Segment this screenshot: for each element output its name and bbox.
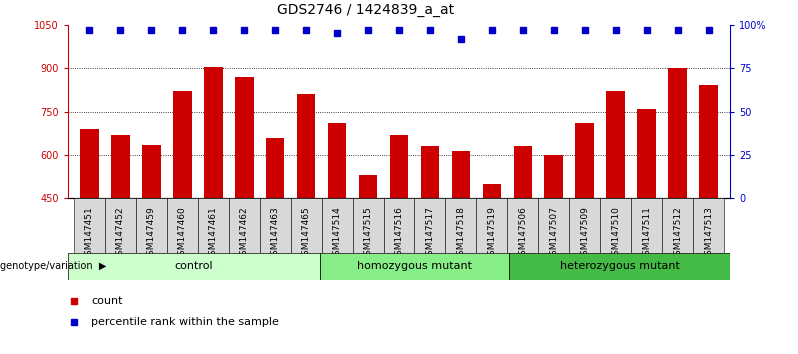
Bar xyxy=(389,135,409,198)
Bar xyxy=(476,198,508,253)
Text: GSM147452: GSM147452 xyxy=(116,206,125,261)
Text: GSM147511: GSM147511 xyxy=(642,206,651,261)
Text: GSM147509: GSM147509 xyxy=(580,206,589,261)
Text: GSM147510: GSM147510 xyxy=(611,206,620,261)
Text: GSM147519: GSM147519 xyxy=(488,206,496,261)
Bar xyxy=(514,146,532,198)
Bar xyxy=(638,109,656,198)
Bar xyxy=(142,145,160,198)
Bar xyxy=(353,198,384,253)
Text: GSM147516: GSM147516 xyxy=(394,206,404,261)
Text: heterozygous mutant: heterozygous mutant xyxy=(560,261,680,272)
Bar xyxy=(421,146,439,198)
Bar xyxy=(136,198,167,253)
Title: GDS2746 / 1424839_a_at: GDS2746 / 1424839_a_at xyxy=(278,3,454,17)
Bar xyxy=(544,155,563,198)
Bar xyxy=(384,198,414,253)
Bar xyxy=(699,85,717,198)
Text: count: count xyxy=(91,296,123,306)
Text: genotype/variation  ▶: genotype/variation ▶ xyxy=(0,261,106,272)
Text: GSM147512: GSM147512 xyxy=(673,206,682,261)
Text: GSM147513: GSM147513 xyxy=(704,206,713,261)
Text: GSM147459: GSM147459 xyxy=(147,206,156,261)
Bar xyxy=(359,175,377,198)
Text: GSM147507: GSM147507 xyxy=(549,206,559,261)
Bar xyxy=(105,198,136,253)
Text: GSM147506: GSM147506 xyxy=(519,206,527,261)
Bar xyxy=(445,198,476,253)
Bar xyxy=(322,198,353,253)
Bar xyxy=(575,123,594,198)
Bar xyxy=(68,253,320,280)
Text: GSM147460: GSM147460 xyxy=(178,206,187,261)
Bar xyxy=(290,198,322,253)
Bar xyxy=(569,198,600,253)
Bar xyxy=(509,253,730,280)
Bar xyxy=(631,198,662,253)
Bar xyxy=(259,198,290,253)
Bar xyxy=(266,137,284,198)
Bar xyxy=(74,198,105,253)
Text: GSM147518: GSM147518 xyxy=(456,206,465,261)
Text: GSM147451: GSM147451 xyxy=(85,206,94,261)
Text: GSM147462: GSM147462 xyxy=(239,206,249,261)
Text: GSM147461: GSM147461 xyxy=(209,206,218,261)
Bar xyxy=(508,198,539,253)
Bar xyxy=(167,198,198,253)
Bar xyxy=(668,68,687,198)
Bar xyxy=(320,253,509,280)
Text: GSM147465: GSM147465 xyxy=(302,206,310,261)
Bar xyxy=(606,91,625,198)
Bar xyxy=(198,198,229,253)
Text: control: control xyxy=(175,261,213,272)
Bar xyxy=(600,198,631,253)
Bar xyxy=(539,198,569,253)
Text: GSM147514: GSM147514 xyxy=(333,206,342,261)
Bar xyxy=(693,198,724,253)
Text: GSM147517: GSM147517 xyxy=(425,206,434,261)
Bar xyxy=(81,129,99,198)
Bar xyxy=(483,184,501,198)
Bar xyxy=(328,123,346,198)
Text: GSM147515: GSM147515 xyxy=(364,206,373,261)
Bar xyxy=(204,67,223,198)
Bar xyxy=(452,150,470,198)
Text: homozygous mutant: homozygous mutant xyxy=(358,261,472,272)
Bar xyxy=(229,198,259,253)
Bar xyxy=(297,94,315,198)
Bar xyxy=(662,198,693,253)
Bar xyxy=(414,198,445,253)
Text: GSM147463: GSM147463 xyxy=(271,206,279,261)
Text: percentile rank within the sample: percentile rank within the sample xyxy=(91,317,279,327)
Bar xyxy=(111,135,130,198)
Bar xyxy=(235,77,254,198)
Bar xyxy=(173,91,192,198)
